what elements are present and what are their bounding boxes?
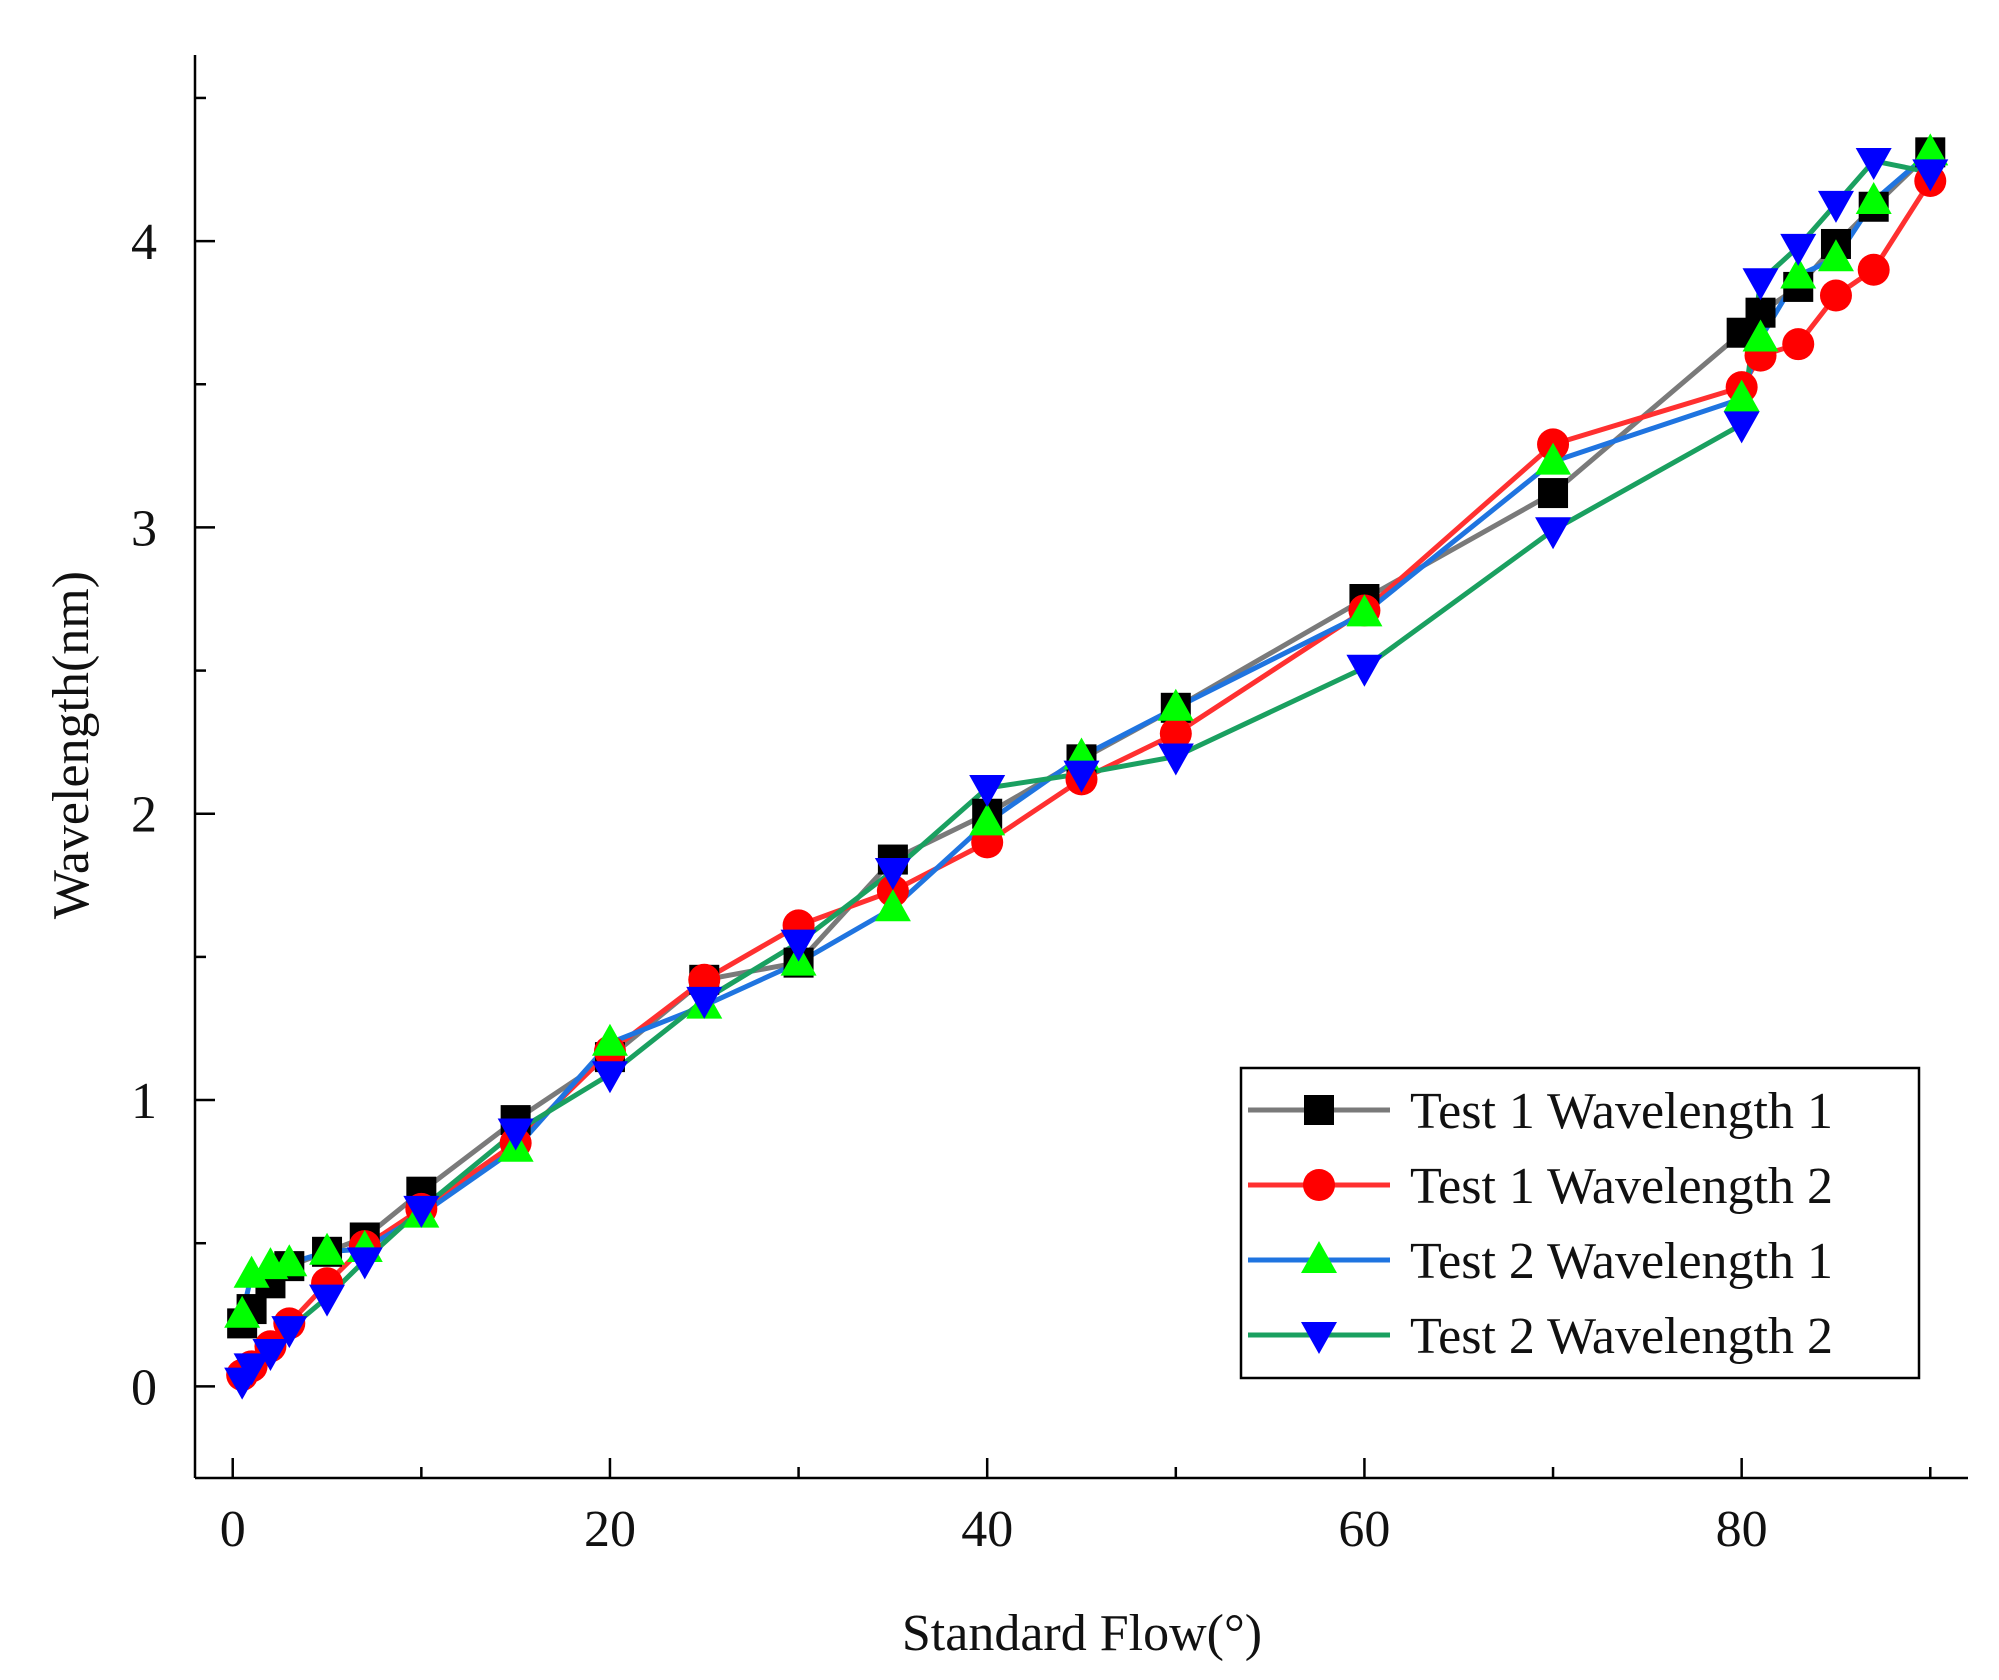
series-3-point	[591, 1023, 628, 1056]
series-3-point	[1780, 256, 1817, 289]
series-4-point	[686, 986, 723, 1019]
legend-entry-1: Test 1 Wavelength 1	[1248, 1083, 1833, 1140]
series-4-point	[780, 929, 817, 962]
series-4-point	[309, 1284, 346, 1317]
series-3-point	[1535, 442, 1572, 475]
axes: 0 20 40 60 80 0 1 2 3 4	[131, 55, 1968, 1558]
series-2-point	[1857, 253, 1890, 286]
x-tick-label: 60	[1338, 1501, 1390, 1558]
series-layer	[224, 133, 1949, 1400]
legend-marker	[1303, 1169, 1335, 1201]
series-4-point	[1535, 517, 1572, 550]
series-2-point	[1782, 328, 1815, 361]
legend-box	[1239, 1066, 1921, 1380]
legend-marker	[1301, 1241, 1337, 1273]
legend-entry-3: Test 2 Wavelength 1	[1248, 1233, 1833, 1290]
series-4-point	[346, 1247, 383, 1280]
series-4-point	[1780, 233, 1817, 266]
y-axis-title: Wavelength(nm)	[43, 571, 100, 919]
series-3-point	[309, 1232, 346, 1265]
x-tick-label: 40	[961, 1501, 1013, 1558]
series-4-point	[1157, 743, 1194, 776]
series-3-point	[271, 1244, 308, 1277]
y-tick-label: 3	[131, 500, 157, 557]
series-3-point	[233, 1255, 270, 1288]
series-4-point	[1346, 654, 1383, 687]
y-tick-label: 1	[131, 1073, 157, 1130]
series-4-point	[1063, 760, 1100, 793]
series-4-point	[591, 1061, 628, 1094]
legend: Test 1 Wavelength 1 Test 1 Wavelength 2 Te…	[1239, 1066, 1921, 1380]
legend-label: Test 1 Wavelength 2	[1410, 1158, 1833, 1215]
series-3-point	[1855, 182, 1892, 215]
legend-marker	[1304, 1095, 1334, 1125]
series-4-point	[1817, 190, 1854, 223]
series-3-point	[1157, 688, 1194, 721]
series-4-markers	[224, 147, 1949, 1400]
legend-label: Test 2 Wavelength 2	[1410, 1308, 1833, 1365]
legend-entry-2: Test 1 Wavelength 2	[1248, 1158, 1833, 1215]
series-3-point	[1912, 133, 1949, 166]
series-3-point	[1346, 594, 1383, 627]
x-axis-title: Standard Flow(°)	[902, 1605, 1262, 1662]
series-3-point	[1817, 239, 1854, 272]
series-4-point	[969, 774, 1006, 807]
series-2-point	[1159, 717, 1192, 750]
series-2-point	[1819, 279, 1852, 312]
series-4-point	[233, 1353, 270, 1386]
y-tick-label: 2	[131, 787, 157, 844]
series-4-point	[497, 1118, 534, 1151]
y-tick-label: 4	[131, 214, 157, 271]
legend-marker	[1301, 1322, 1337, 1354]
series-4-point	[252, 1339, 289, 1372]
series-4-point	[874, 858, 911, 891]
legend-label: Test 2 Wavelength 1	[1410, 1233, 1833, 1290]
series-4-point	[1723, 411, 1760, 444]
series-3-point	[1742, 319, 1779, 352]
series-3-markers	[224, 133, 1949, 1328]
series-4-point	[403, 1195, 440, 1228]
series-4-point	[1742, 268, 1779, 301]
series-3-point	[1723, 379, 1760, 412]
legend-entry-4: Test 2 Wavelength 2	[1248, 1308, 1833, 1365]
y-tick-label: 0	[131, 1359, 157, 1416]
legend-label: Test 1 Wavelength 1	[1410, 1083, 1833, 1140]
series-3-point	[224, 1295, 261, 1328]
x-tick-label: 80	[1716, 1501, 1768, 1558]
series-3-point	[874, 889, 911, 922]
series-4-point	[1855, 147, 1892, 180]
x-tick-label: 0	[220, 1501, 246, 1558]
series-3-point	[969, 803, 1006, 836]
series-4-point	[1912, 159, 1949, 192]
series-4-point	[271, 1316, 308, 1349]
x-tick-label: 20	[584, 1501, 636, 1558]
series-1-point	[1538, 478, 1569, 509]
